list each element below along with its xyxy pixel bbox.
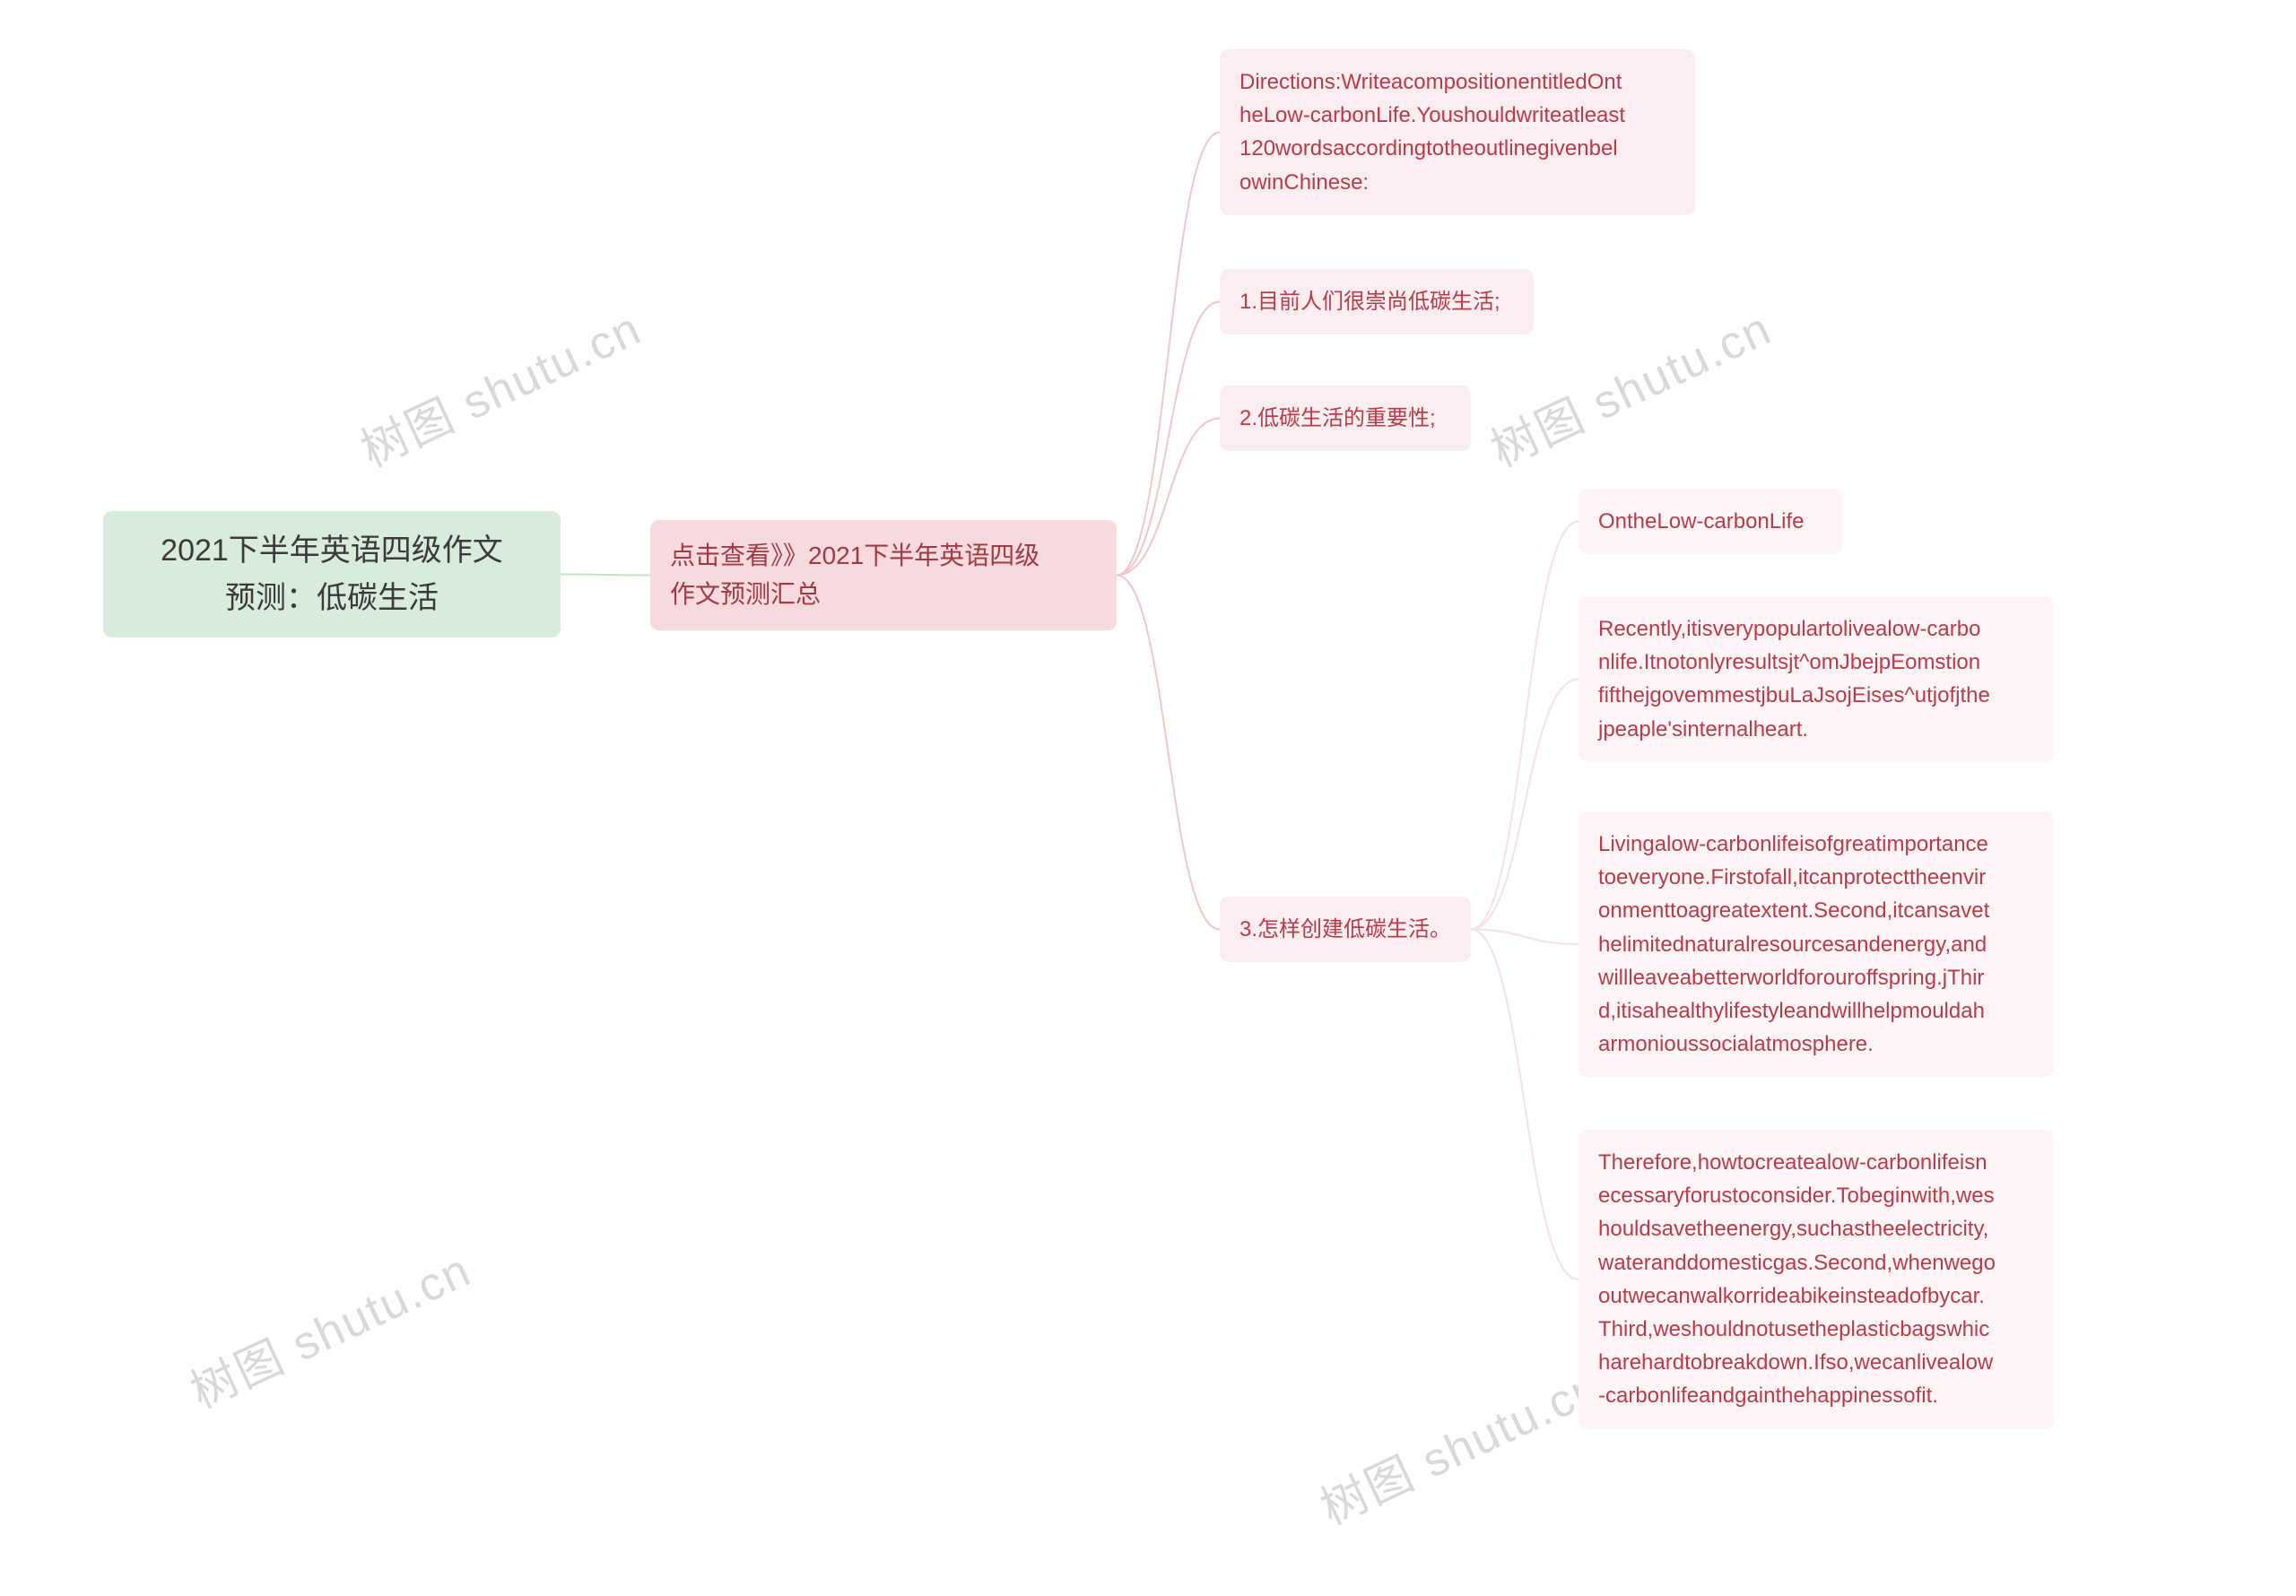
sub4-l4: wateranddomesticgas.Second,whenwego [1598, 1251, 1996, 1275]
root-node[interactable]: 2021下半年英语四级作文 预测：低碳生活 [103, 511, 561, 638]
sub2-l1: Recently,itisverypopulartolivealow-carbo [1598, 617, 1980, 641]
sub-node-para2[interactable]: Livingalow-carbonlifeisofgreatimportance… [1578, 811, 2054, 1077]
sub-node-para3[interactable]: Therefore,howtocreatealow-carbonlifeisn … [1578, 1130, 2054, 1429]
sub4-l2: ecessaryforustoconsider.Tobeginwith,wes [1598, 1184, 1995, 1208]
leaf1-l1: Directions:WriteacompositionentitledOnt [1239, 70, 1622, 94]
sub4-l7: harehardtobreakdown.Ifso,wecanlivealow [1598, 1350, 1993, 1375]
mindmap-canvas: 树图 shutu.cn 树图 shutu.cn 树图 shutu.cn 树图 s… [0, 0, 2296, 1596]
sub2-l4: jpeaple'sinternalheart. [1598, 717, 1808, 742]
leaf-node-point3[interactable]: 3.怎样创建低碳生活。 [1220, 897, 1471, 962]
watermark: 树图 shutu.cn [348, 291, 650, 480]
sub4-l5: outwecanwalkorrideabikeinsteadofbycar. [1598, 1284, 1985, 1308]
leaf1-l3: 120wordsaccordingtotheoutlinegivenbel [1239, 136, 1618, 160]
leaf-node-point1[interactable]: 1.目前人们很崇尚低碳生活; [1220, 269, 1534, 334]
leaf4-text: 3.怎样创建低碳生活。 [1239, 917, 1451, 941]
sub2-l2: nlife.Itnotonlyresultsjt^omJbejpEomstion [1598, 650, 1980, 674]
sub3-l4: helimitednaturalresourcesandenergy,and [1598, 932, 1987, 957]
sub1-text: OntheLow-carbonLife [1598, 509, 1804, 533]
sub3-l6: d,itisahealthylifestyleandwillhelpmoulda… [1598, 999, 1985, 1023]
leaf1-l4: owinChinese: [1239, 170, 1369, 195]
mid-node[interactable]: 点击查看》》2021下半年英语四级 作文预测汇总 [650, 520, 1117, 630]
sub4-l6: Third,weshouldnotusetheplasticbagswhic [1598, 1317, 1989, 1341]
root-line1: 2021下半年英语四级作文 [161, 533, 503, 568]
leaf-node-point2[interactable]: 2.低碳生活的重要性; [1220, 386, 1471, 451]
sub4-l1: Therefore,howtocreatealow-carbonlifeisn [1598, 1150, 1987, 1175]
sub3-l2: toeveryone.Firstofall,itcanprotecttheenv… [1598, 865, 1986, 889]
mid-line2: 作文预测汇总 [670, 580, 821, 608]
sub3-l5: willleaveabetterworldforouroffspring.jTh… [1598, 966, 1984, 990]
sub4-l8: -carbonlifeandgainthehappinessofit. [1598, 1383, 1938, 1408]
leaf2-text: 1.目前人们很崇尚低碳生活; [1239, 290, 1500, 314]
root-line2: 预测：低碳生活 [225, 581, 439, 615]
leaf1-l2: heLow-carbonLife.Youshouldwriteatleast [1239, 103, 1625, 127]
watermark: 树图 shutu.cn [178, 1233, 480, 1421]
leaf-node-directions[interactable]: Directions:WriteacompositionentitledOnt … [1220, 49, 1695, 215]
sub-node-title[interactable]: OntheLow-carbonLife [1578, 489, 1843, 554]
sub3-l3: onmenttoagreatextent.Second,itcansavet [1598, 898, 1989, 923]
sub3-l7: armonioussocialatmosphere. [1598, 1032, 1874, 1056]
watermark: 树图 shutu.cn [1308, 1349, 1610, 1538]
leaf3-text: 2.低碳生活的重要性; [1239, 406, 1436, 430]
sub2-l3: fifthejgovemmestjbuLaJsojEises^utjofjthe [1598, 683, 1990, 707]
sub4-l3: houldsavetheenergy,suchastheelectricity, [1598, 1217, 1988, 1241]
sub3-l1: Livingalow-carbonlifeisofgreatimportance [1598, 832, 1988, 856]
mid-line1: 点击查看》》2021下半年英语四级 [670, 542, 1039, 569]
sub-node-para1[interactable]: Recently,itisverypopulartolivealow-carbo… [1578, 596, 2054, 762]
